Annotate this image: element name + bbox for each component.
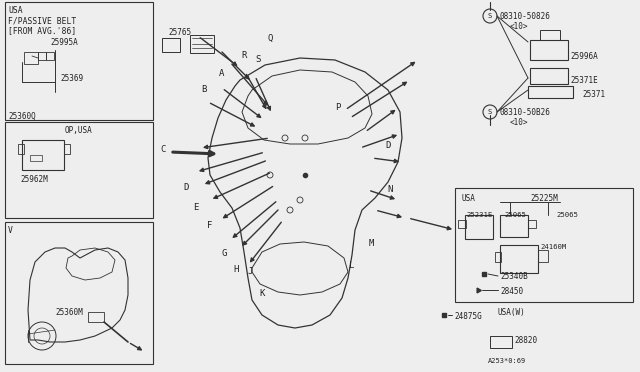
Bar	[5, 222, 153, 364]
Text: F: F	[207, 221, 212, 231]
Bar	[528, 220, 536, 228]
Text: A: A	[220, 70, 225, 78]
Text: 25765: 25765	[168, 28, 191, 37]
Text: 25340B: 25340B	[500, 272, 528, 281]
Text: 08310-50826: 08310-50826	[500, 12, 551, 21]
Text: 25996A: 25996A	[570, 52, 598, 61]
Bar	[530, 40, 568, 60]
Text: 25225M: 25225M	[530, 194, 557, 203]
Bar	[46, 52, 54, 60]
Text: D: D	[385, 141, 390, 150]
Text: N: N	[387, 186, 393, 195]
Bar	[495, 252, 501, 262]
Bar	[528, 86, 573, 98]
Text: <10>: <10>	[510, 118, 529, 127]
Text: S: S	[255, 55, 260, 64]
Text: D: D	[183, 183, 189, 192]
Text: 25065: 25065	[504, 212, 526, 218]
Bar	[458, 220, 466, 228]
Bar	[530, 68, 568, 84]
Text: <10>: <10>	[510, 22, 529, 31]
Text: USA: USA	[8, 6, 22, 15]
Text: F/PASSIVE BELT: F/PASSIVE BELT	[8, 16, 76, 25]
Bar	[5, 2, 153, 120]
Text: 08310-50B26: 08310-50B26	[500, 108, 551, 117]
Text: M: M	[368, 240, 374, 248]
Bar	[64, 144, 70, 154]
Text: 25995A: 25995A	[50, 38, 77, 47]
Text: 24160M: 24160M	[540, 244, 566, 250]
Bar	[30, 155, 42, 161]
Text: B: B	[202, 84, 207, 93]
Text: 25371: 25371	[582, 90, 605, 99]
Bar	[5, 122, 153, 218]
Text: L: L	[349, 260, 355, 269]
Bar	[22, 140, 64, 170]
Bar	[500, 215, 528, 237]
Text: G: G	[221, 248, 227, 257]
Text: R: R	[241, 51, 246, 60]
Bar	[455, 188, 633, 302]
Text: Q: Q	[268, 33, 273, 42]
Text: 25360Q: 25360Q	[8, 112, 36, 121]
Bar	[538, 250, 548, 262]
Bar	[24, 52, 38, 64]
Bar	[38, 52, 46, 60]
Text: [FROM AVG.'86]: [FROM AVG.'86]	[8, 26, 76, 35]
Text: A253*0:69: A253*0:69	[488, 358, 526, 364]
Text: 25065: 25065	[556, 212, 578, 218]
Text: 28820: 28820	[514, 336, 537, 345]
Text: J: J	[247, 267, 253, 276]
Text: H: H	[234, 266, 239, 275]
Text: 24875G: 24875G	[454, 312, 482, 321]
Text: K: K	[259, 289, 265, 298]
Bar	[162, 38, 180, 52]
Text: USA(W): USA(W)	[498, 308, 525, 317]
Text: 25360M: 25360M	[55, 308, 83, 317]
Text: S: S	[488, 109, 492, 115]
Text: 25962M: 25962M	[20, 175, 48, 184]
Bar	[490, 336, 512, 348]
Bar	[18, 144, 24, 154]
Text: OP,USA: OP,USA	[65, 126, 93, 135]
Text: 25231E: 25231E	[466, 212, 492, 218]
Text: USA: USA	[462, 194, 476, 203]
Text: V: V	[8, 226, 13, 235]
Text: 25369: 25369	[60, 74, 83, 83]
Bar	[190, 35, 214, 53]
Text: C: C	[160, 144, 166, 154]
Text: P: P	[335, 103, 340, 112]
Text: 25371E: 25371E	[570, 76, 598, 85]
Text: S: S	[488, 13, 492, 19]
Text: 28450: 28450	[500, 287, 523, 296]
Bar	[88, 312, 104, 322]
Bar	[500, 245, 538, 273]
Bar	[540, 30, 560, 40]
Text: E: E	[193, 202, 198, 212]
Bar	[465, 215, 493, 239]
